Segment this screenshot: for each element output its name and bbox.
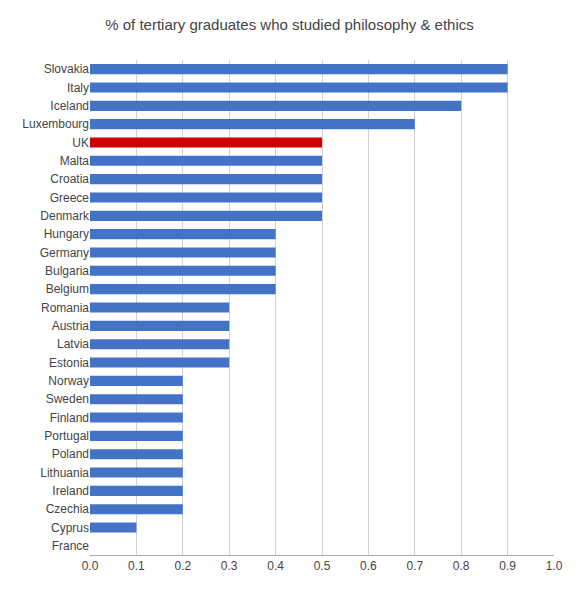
svg-text:0.1: 0.1	[128, 559, 145, 573]
svg-text:Romania: Romania	[41, 301, 89, 315]
svg-text:Latvia: Latvia	[57, 337, 89, 351]
svg-text:0.9: 0.9	[499, 559, 516, 573]
svg-text:Norway: Norway	[48, 374, 89, 388]
svg-text:Lithuania: Lithuania	[40, 466, 89, 480]
svg-text:Luxembourg: Luxembourg	[22, 117, 89, 131]
svg-text:Portugal: Portugal	[44, 429, 89, 443]
svg-text:Germany: Germany	[40, 246, 89, 260]
svg-text:Czechia: Czechia	[46, 502, 90, 516]
svg-text:Ireland: Ireland	[52, 484, 89, 498]
svg-text:0.7: 0.7	[406, 559, 423, 573]
svg-text:Italy: Italy	[67, 81, 89, 95]
svg-text:0.8: 0.8	[453, 559, 470, 573]
svg-text:0.6: 0.6	[360, 559, 377, 573]
svg-text:Finland: Finland	[50, 411, 89, 425]
svg-text:Bulgaria: Bulgaria	[45, 264, 89, 278]
svg-text:Sweden: Sweden	[46, 392, 89, 406]
svg-text:Iceland: Iceland	[50, 99, 89, 113]
svg-text:Poland: Poland	[52, 447, 89, 461]
svg-text:Greece: Greece	[50, 191, 90, 205]
svg-text:Austria: Austria	[52, 319, 90, 333]
svg-text:0.0: 0.0	[82, 559, 99, 573]
svg-text:0.3: 0.3	[221, 559, 238, 573]
svg-text:Malta: Malta	[60, 154, 90, 168]
svg-text:Hungary: Hungary	[44, 227, 89, 241]
svg-text:Denmark: Denmark	[40, 209, 90, 223]
svg-text:1.0: 1.0	[546, 559, 563, 573]
svg-text:0.4: 0.4	[267, 559, 284, 573]
svg-text:0.2: 0.2	[174, 559, 191, 573]
svg-text:Slovakia: Slovakia	[44, 62, 90, 76]
svg-text:Belgium: Belgium	[46, 282, 89, 296]
svg-text:France: France	[52, 539, 90, 553]
svg-text:Croatia: Croatia	[50, 172, 89, 186]
svg-text:Estonia: Estonia	[49, 356, 89, 370]
svg-text:UK: UK	[72, 136, 89, 150]
svg-text:0.5: 0.5	[314, 559, 331, 573]
svg-text:% of tertiary graduates who st: % of tertiary graduates who studied phil…	[105, 16, 474, 33]
svg-text:Cyprus: Cyprus	[51, 521, 89, 535]
